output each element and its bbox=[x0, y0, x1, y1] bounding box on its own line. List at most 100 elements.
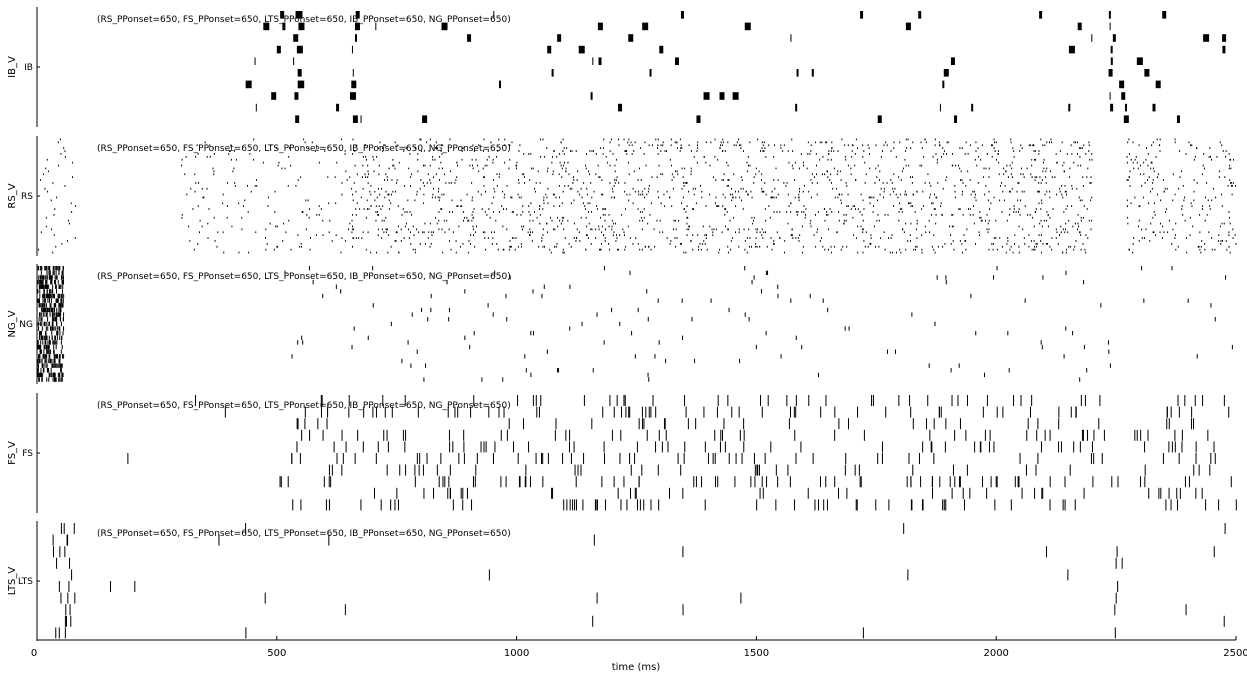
spike-mark bbox=[703, 155, 705, 158]
spike-mark bbox=[50, 307, 52, 313]
spike-mark bbox=[1005, 251, 1007, 254]
spike-mark bbox=[679, 150, 681, 152]
spike-mark bbox=[440, 453, 442, 465]
spike-mark bbox=[523, 153, 525, 155]
spike-mark bbox=[1086, 368, 1088, 373]
spike-mark bbox=[301, 429, 303, 441]
spike-mark bbox=[64, 184, 66, 187]
spike-mark bbox=[1062, 499, 1064, 511]
spike-mark bbox=[681, 298, 683, 303]
spike-mark bbox=[868, 196, 870, 199]
spike-mark bbox=[59, 138, 61, 141]
spike-mark bbox=[50, 275, 52, 280]
spike-mark bbox=[543, 202, 545, 205]
spike-mark bbox=[1140, 476, 1142, 488]
spike-mark bbox=[1011, 167, 1013, 170]
spike-mark bbox=[396, 179, 398, 181]
spike-mark bbox=[38, 344, 40, 350]
spike-mark bbox=[328, 464, 330, 476]
spike-mark bbox=[59, 363, 61, 368]
spike-mark bbox=[1152, 167, 1154, 170]
spike-mark bbox=[836, 187, 838, 190]
spike-mark bbox=[355, 190, 357, 193]
spike-mark bbox=[1018, 225, 1020, 228]
spike-mark bbox=[1221, 144, 1223, 147]
spike-mark bbox=[523, 225, 525, 228]
spike-mark bbox=[522, 211, 524, 213]
spike-mark bbox=[63, 293, 65, 299]
spike-mark bbox=[1108, 340, 1110, 345]
spike-mark bbox=[439, 196, 441, 199]
spike-mark bbox=[980, 441, 982, 453]
panel-fs: FS_V FS(RS_PPonset=650, FS_PPonset=650, L… bbox=[7, 393, 1237, 513]
spike-mark bbox=[49, 354, 51, 359]
spike-mark bbox=[378, 213, 380, 216]
spike-mark bbox=[194, 395, 196, 407]
spike-mark bbox=[64, 627, 66, 639]
spike-mark bbox=[693, 208, 695, 210]
spike-mark bbox=[1201, 487, 1203, 499]
spike-mark bbox=[731, 193, 733, 196]
spike-mark bbox=[62, 284, 64, 289]
spike-mark bbox=[767, 395, 769, 407]
spike-mark bbox=[1189, 216, 1191, 219]
spike-mark bbox=[996, 266, 998, 271]
spike-mark bbox=[638, 476, 640, 488]
spike-mark bbox=[611, 307, 613, 313]
spike-mark bbox=[743, 441, 745, 453]
spike-mark bbox=[382, 205, 384, 208]
spike-raster bbox=[37, 266, 1233, 382]
spike-mark bbox=[451, 199, 453, 202]
spike-mark bbox=[353, 228, 355, 231]
spike-mark bbox=[1080, 234, 1082, 237]
spike-mark bbox=[1171, 266, 1173, 271]
spike-mark bbox=[903, 231, 905, 234]
spike-mark bbox=[989, 208, 991, 210]
spike-mark bbox=[59, 303, 61, 308]
spike-mark bbox=[304, 141, 306, 144]
spike-mark bbox=[798, 193, 800, 196]
spike-mark bbox=[518, 179, 520, 181]
spike-mark bbox=[394, 240, 396, 242]
spike-mark bbox=[727, 228, 729, 231]
spike-mark bbox=[554, 245, 556, 248]
spike-mark bbox=[53, 234, 55, 237]
spike-mark bbox=[1019, 453, 1021, 465]
spike-mark bbox=[750, 245, 752, 248]
spike-mark bbox=[71, 211, 73, 213]
spike-mark bbox=[375, 205, 377, 208]
spike-mark bbox=[1010, 173, 1012, 176]
spike-mark bbox=[583, 395, 585, 407]
spike-mark bbox=[390, 193, 392, 196]
spike-mark bbox=[478, 144, 480, 147]
spike-mark bbox=[788, 418, 790, 430]
spike-mark bbox=[669, 196, 671, 199]
spike-mark bbox=[504, 138, 506, 141]
spike-mark bbox=[433, 231, 435, 234]
spike-mark bbox=[475, 464, 477, 476]
spike-mark bbox=[45, 340, 47, 345]
spike-mark bbox=[63, 147, 65, 150]
spike-mark bbox=[1148, 487, 1150, 499]
spike-mark bbox=[1026, 429, 1028, 441]
spike-mark bbox=[365, 248, 367, 251]
spike-mark bbox=[43, 307, 45, 313]
spike-mark bbox=[759, 231, 761, 234]
spike-burst bbox=[297, 69, 302, 77]
spike-mark bbox=[375, 211, 377, 213]
spike-mark bbox=[539, 138, 541, 141]
spike-mark bbox=[505, 293, 507, 299]
spike-mark bbox=[765, 330, 767, 336]
spike-mark bbox=[570, 150, 572, 152]
spike-mark bbox=[40, 335, 42, 341]
spike-mark bbox=[55, 266, 57, 271]
spike-mark bbox=[1039, 176, 1041, 179]
spike-mark bbox=[42, 173, 44, 176]
spike-mark bbox=[808, 190, 810, 193]
spike-mark bbox=[553, 150, 555, 152]
spike-mark bbox=[1219, 225, 1221, 228]
spike-mark bbox=[630, 487, 632, 499]
spike-mark bbox=[1218, 234, 1220, 237]
spike-mark bbox=[181, 216, 183, 219]
spike-mark bbox=[793, 406, 795, 418]
